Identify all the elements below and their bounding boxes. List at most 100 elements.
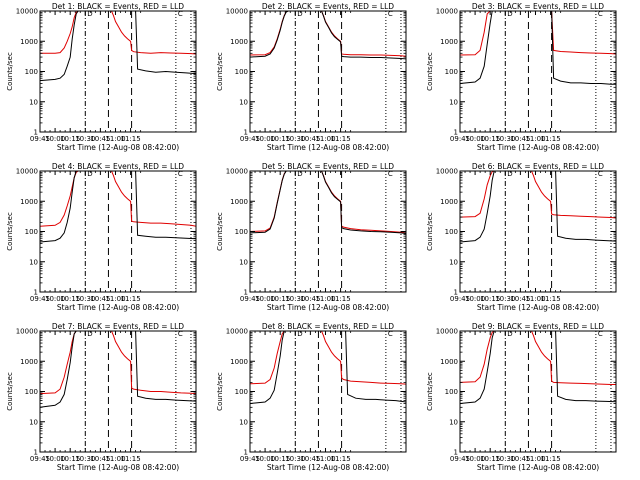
detector-panel-8: 1 10 100 1000 10000 09:4510:0010:1510:3010:45…: [216, 322, 407, 472]
x-axis-label: Start Time (12-Aug-08 08:42:00): [57, 303, 179, 312]
y-tick-label: 1000: [440, 38, 458, 46]
x-tick-label: 11:00: [525, 295, 545, 303]
marker-corner-label: D: [297, 170, 302, 178]
y-tick-label: 100: [235, 228, 248, 236]
x-tick-label: 10:30: [285, 295, 305, 303]
x-axis-label: Start Time (12-Aug-08 08:42:00): [57, 463, 179, 472]
marker-corner-label: C: [388, 170, 393, 178]
x-tick-label: 11:00: [105, 455, 125, 463]
y-tick-label: 10: [239, 258, 248, 266]
y-tick-label: 10000: [226, 8, 248, 16]
y-tick-label: 10000: [16, 328, 38, 336]
x-tick-label: 09:45: [450, 455, 470, 463]
x-tick-label: 10:30: [495, 295, 515, 303]
x-tick-label: 11:15: [120, 295, 140, 303]
marker-corner-label: C: [178, 170, 183, 178]
x-tick-label: 11:15: [330, 295, 350, 303]
y-tick-label: 100: [25, 68, 38, 76]
x-tick-label: 10:45: [90, 295, 110, 303]
y-tick-label: 1000: [440, 358, 458, 366]
y-tick-label: 1: [244, 449, 248, 457]
chart-title: Det 9: BLACK = Events, RED = LLD: [472, 322, 604, 331]
marker-corner-label: C: [598, 10, 603, 18]
x-tick-label: 10:30: [75, 135, 95, 143]
marker-corner-label: D: [87, 170, 92, 178]
marker-corner-label: C: [178, 330, 183, 338]
x-tick-label: 09:45: [30, 295, 50, 303]
x-axis-label: Start Time (12-Aug-08 08:42:00): [57, 143, 179, 152]
y-tick-label: 1: [34, 449, 38, 457]
x-tick-label: 10:45: [300, 135, 320, 143]
marker-corner-label: D: [507, 10, 512, 18]
x-tick-label: 10:30: [75, 295, 95, 303]
x-tick-label: 10:30: [285, 135, 305, 143]
marker-corner-label: C: [388, 10, 393, 18]
y-axis-label: Counts/sec: [216, 372, 224, 411]
x-axis-label: Start Time (12-Aug-08 08:42:00): [477, 303, 599, 312]
x-tick-label: 10:45: [300, 295, 320, 303]
y-tick-label: 100: [235, 388, 248, 396]
x-tick-label: 11:15: [540, 455, 560, 463]
x-tick-label: 11:00: [525, 455, 545, 463]
y-tick-label: 100: [25, 228, 38, 236]
y-tick-label: 10000: [226, 168, 248, 176]
y-tick-label: 10: [449, 98, 458, 106]
marker-corner-label: D: [297, 10, 302, 18]
detector-panel-1: 1 10 100 1000 10000 09:4510:0010:1510:3010:45…: [6, 2, 197, 152]
x-tick-label: 11:15: [540, 295, 560, 303]
y-tick-label: 10: [29, 418, 38, 426]
x-tick-label: 10:15: [60, 295, 80, 303]
y-tick-label: 10: [239, 98, 248, 106]
y-tick-label: 1: [34, 289, 38, 297]
x-tick-label: 10:45: [510, 455, 530, 463]
y-tick-label: 10: [449, 258, 458, 266]
y-tick-label: 10000: [16, 8, 38, 16]
chart-title: Det 6: BLACK = Events, RED = LLD: [472, 162, 604, 171]
x-tick-label: 11:00: [525, 135, 545, 143]
x-tick-label: 11:15: [120, 455, 140, 463]
y-tick-label: 10000: [226, 328, 248, 336]
x-tick-label: 09:45: [240, 135, 260, 143]
x-axis-label: Start Time (12-Aug-08 08:42:00): [477, 463, 599, 472]
detector-panel-2: 1 10 100 1000 10000 09:4510:0010:1510:3010:45…: [216, 2, 407, 152]
x-axis-label: Start Time (12-Aug-08 08:42:00): [477, 143, 599, 152]
x-tick-label: 11:15: [120, 135, 140, 143]
x-tick-label: 10:00: [465, 455, 485, 463]
x-tick-label: 10:00: [465, 295, 485, 303]
chart-title: Det 7: BLACK = Events, RED = LLD: [52, 322, 184, 331]
y-tick-label: 10000: [16, 168, 38, 176]
marker-corner-label: D: [87, 10, 92, 18]
x-axis-label: Start Time (12-Aug-08 08:42:00): [267, 303, 389, 312]
x-tick-label: 10:15: [60, 455, 80, 463]
chart-title: Det 3: BLACK = Events, RED = LLD: [472, 2, 604, 11]
chart-title: Det 5: BLACK = Events, RED = LLD: [262, 162, 394, 171]
x-tick-label: 10:15: [480, 135, 500, 143]
y-tick-label: 10: [239, 418, 248, 426]
x-tick-label: 10:30: [495, 455, 515, 463]
x-tick-label: 10:15: [270, 135, 290, 143]
x-tick-label: 10:15: [480, 295, 500, 303]
x-tick-label: 10:15: [480, 455, 500, 463]
y-axis-label: Counts/sec: [426, 52, 434, 91]
x-tick-label: 11:15: [540, 135, 560, 143]
marker-corner-label: C: [598, 330, 603, 338]
y-tick-label: 1: [244, 289, 248, 297]
marker-corner-label: D: [87, 330, 92, 338]
y-tick-label: 100: [445, 388, 458, 396]
marker-corner-label: D: [507, 330, 512, 338]
y-tick-label: 1000: [230, 358, 248, 366]
x-tick-label: 10:30: [75, 455, 95, 463]
y-axis-label: Counts/sec: [216, 52, 224, 91]
y-axis-label: Counts/sec: [216, 212, 224, 251]
x-tick-label: 10:00: [45, 135, 65, 143]
y-tick-label: 1000: [20, 38, 38, 46]
x-tick-label: 10:45: [510, 135, 530, 143]
x-tick-label: 10:15: [270, 455, 290, 463]
y-tick-label: 1: [454, 129, 458, 137]
detector-panel-6: 1 10 100 1000 10000 09:4510:0010:1510:3010:45…: [426, 162, 617, 312]
y-tick-label: 1000: [20, 198, 38, 206]
y-axis-label: Counts/sec: [426, 212, 434, 251]
detector-panel-3: 1 10 100 1000 10000 09:4510:0010:1510:3010:45…: [426, 2, 617, 152]
x-tick-label: 10:00: [255, 135, 275, 143]
